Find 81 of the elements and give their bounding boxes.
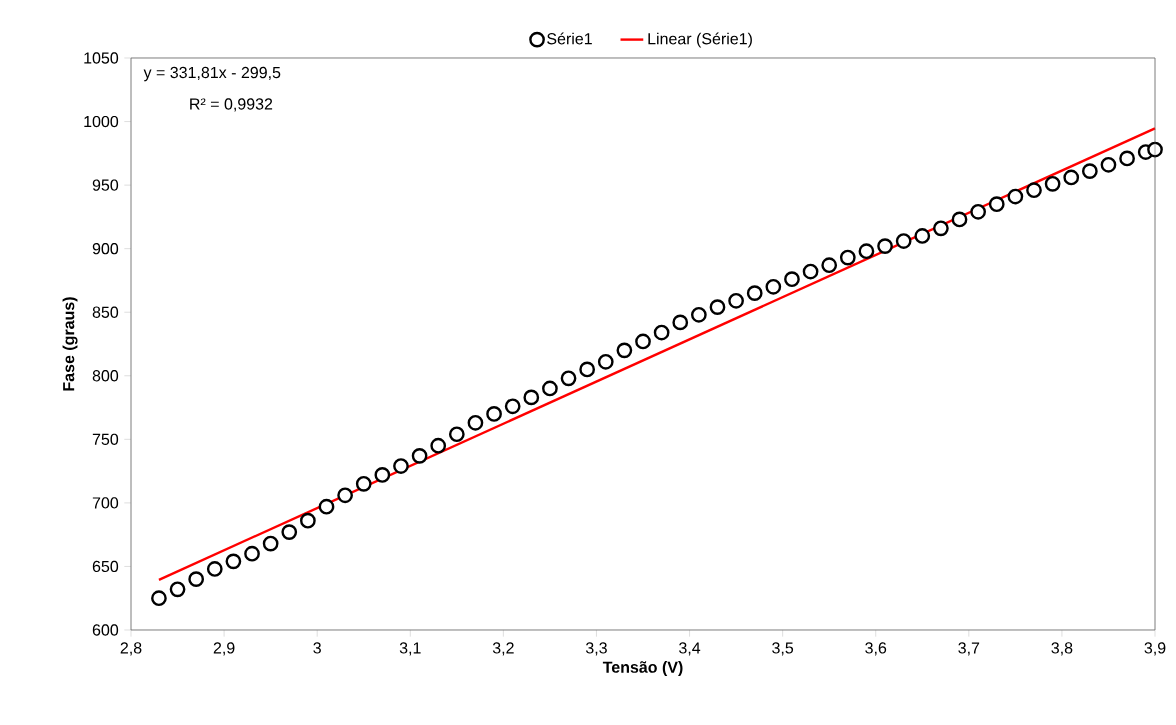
point: [542, 380, 558, 397]
legend-label: Linear (Série1): [648, 32, 752, 48]
y-tick-label: 650: [92, 560, 119, 573]
point: [784, 271, 800, 288]
point: [895, 233, 912, 249]
point: [393, 458, 409, 474]
y-tick-label: 950: [92, 179, 119, 191]
point: [970, 203, 987, 220]
point: [988, 196, 1005, 213]
point: [281, 524, 298, 540]
point: [1100, 156, 1117, 173]
point: [933, 220, 949, 237]
point: [616, 342, 633, 359]
point: [1081, 163, 1098, 179]
point: [411, 447, 428, 464]
x-tick-label: 3,9: [1144, 642, 1166, 656]
y-tick-label: 800: [92, 370, 119, 382]
point: [523, 389, 540, 406]
point: [802, 263, 819, 280]
point: [300, 512, 316, 529]
point: [504, 398, 521, 415]
point: [1044, 175, 1061, 192]
point: [430, 437, 447, 454]
point: [188, 571, 205, 588]
point: [653, 324, 670, 341]
point: [318, 498, 335, 515]
point: [728, 292, 744, 309]
annotation: y = 331,81x - 299,5: [143, 66, 281, 82]
y-axis-title: Fase (graus): [62, 297, 78, 391]
x-tick-label: 3,5: [772, 642, 794, 656]
x-tick-label: 3,6: [865, 642, 887, 656]
point: [1026, 182, 1042, 199]
point: [691, 306, 707, 323]
point: [709, 299, 726, 316]
x-tick-label: 2,9: [213, 642, 235, 656]
point: [467, 414, 484, 431]
y-tick-label: 900: [92, 243, 119, 255]
y-tick-label: 700: [92, 497, 119, 509]
point: [914, 228, 931, 244]
x-tick-label: 3,1: [399, 642, 421, 656]
point: [579, 361, 596, 378]
point: [244, 545, 260, 562]
x-tick-label: 3,8: [1051, 642, 1073, 656]
x-tick-label: 2,8: [120, 642, 142, 656]
x-tick-label: 3,2: [492, 642, 514, 656]
point: [672, 314, 689, 331]
point: [597, 353, 614, 370]
y-tick-label: 850: [92, 306, 119, 318]
y-tick-label: 750: [92, 433, 119, 445]
point: [151, 590, 167, 607]
point: [821, 257, 838, 274]
point: [262, 535, 279, 552]
point: [206, 561, 223, 577]
x-tick-label: 3,4: [679, 642, 701, 656]
point: [374, 467, 391, 483]
point: [635, 333, 651, 350]
point: [486, 406, 502, 422]
point: [225, 553, 242, 570]
point: [448, 426, 465, 443]
x-tick-label: 3,7: [958, 642, 980, 656]
x-tick-label: 3: [313, 642, 321, 654]
point: [1063, 169, 1080, 186]
legend-label: Série1: [547, 32, 592, 45]
annotation: R² = 0,9932: [190, 98, 273, 112]
point: [765, 278, 782, 295]
point: [746, 285, 763, 302]
y-tick-label: 1000: [84, 115, 119, 128]
point: [1119, 150, 1135, 167]
x-tick-label: 3,3: [585, 642, 607, 656]
point: [877, 238, 893, 254]
point: [337, 487, 353, 504]
point: [1007, 188, 1024, 205]
point: [951, 211, 968, 228]
x-axis-title: Tensão (V): [602, 661, 683, 676]
point: [355, 475, 372, 492]
y-tick-label: 600: [92, 624, 119, 636]
point: [839, 249, 856, 266]
point: [169, 581, 186, 598]
point: [858, 243, 875, 260]
y-tick-label: 1050: [84, 52, 119, 64]
point: [560, 370, 577, 387]
